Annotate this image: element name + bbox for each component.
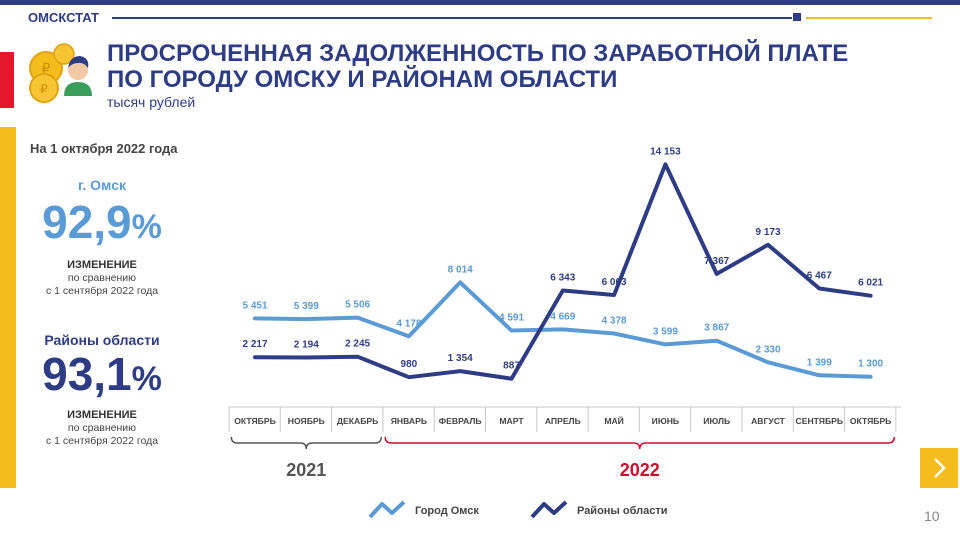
- page-number: 10: [924, 508, 940, 524]
- series-line: [253, 280, 873, 379]
- x-tick-label: АПРЕЛЬ: [545, 416, 581, 426]
- x-tick-label: ДЕКАБРЬ: [337, 416, 378, 426]
- data-label: 3 599: [653, 326, 678, 337]
- data-label: 2 217: [242, 339, 267, 350]
- series-line: [253, 162, 873, 381]
- next-slide-button[interactable]: [920, 448, 958, 488]
- svg-text:₽: ₽: [42, 60, 51, 76]
- x-tick-label: ОКТЯБРЬ: [850, 416, 892, 426]
- x-tick-label: ИЮНЬ: [652, 416, 679, 426]
- omsk-label: г. Омск: [77, 177, 127, 193]
- x-tick-label: ИЮЛЬ: [703, 416, 730, 426]
- omsk-value-number: 92,9: [42, 196, 132, 248]
- data-label: 8 014: [448, 264, 473, 275]
- omsk-change-note: ИЗМЕНЕНИЕ по сравнению с 1 сентября 2022…: [17, 259, 187, 298]
- omsk-note-title: ИЗМЕНЕНИЕ: [67, 259, 137, 271]
- legend-label: Районы области: [577, 505, 668, 517]
- data-label: 6 467: [807, 271, 832, 282]
- svg-text:₽: ₽: [40, 82, 48, 96]
- legend-label: Город Омск: [415, 505, 479, 517]
- coins-person-icon: ₽ ₽: [29, 43, 92, 103]
- data-label: 1 354: [448, 353, 473, 364]
- data-label: 6 063: [602, 277, 627, 288]
- regions-label: Районы области: [44, 332, 160, 348]
- page-title: ПРОСРОЧЕННАЯ ЗАДОЛЖЕННОСТЬ ПО ЗАРАБОТНОЙ…: [107, 41, 848, 93]
- data-label: 4 178: [396, 318, 421, 329]
- year-label: 2021: [286, 460, 326, 480]
- page-subtitle: тысяч рублей: [107, 94, 196, 110]
- regions-note-title: ИЗМЕНЕНИЕ: [67, 409, 137, 421]
- data-label: 980: [401, 359, 418, 370]
- regions-value-number: 93,1: [42, 348, 132, 400]
- data-label: 5 451: [242, 300, 267, 311]
- x-tick-label: АВГУСТ: [751, 416, 786, 426]
- data-label: 1 300: [858, 359, 883, 370]
- data-label: 887: [503, 361, 520, 372]
- x-tick-label: СЕНТЯБРЬ: [796, 416, 844, 426]
- title-line-2: ПО ГОРОДУ ОМСКУ И РАЙОНАМ ОБЛАСТИ: [107, 66, 618, 93]
- chevron-right-icon: [934, 458, 946, 478]
- data-label: 7 367: [704, 256, 729, 267]
- date-heading: На 1 октября 2022 года: [30, 141, 178, 156]
- data-label: 4 378: [602, 316, 627, 327]
- year-bracket: [384, 436, 895, 450]
- legend-swatch: [368, 500, 406, 519]
- data-label: 6 021: [858, 278, 883, 289]
- x-tick-label: ОКТЯБРЬ: [234, 416, 276, 426]
- x-tick-label: НОЯБРЬ: [288, 416, 325, 426]
- regions-change-value: 93,1%: [17, 346, 187, 407]
- year-bracket: [230, 436, 382, 450]
- x-tick-label: МАРТ: [499, 416, 524, 426]
- data-label: 1 399: [807, 357, 832, 368]
- data-label: 2 330: [755, 344, 780, 355]
- data-label: 5 399: [294, 301, 319, 312]
- data-label: 6 343: [550, 273, 575, 284]
- data-label: 14 153: [650, 146, 681, 157]
- x-tick-label: ЯНВАРЬ: [391, 416, 427, 426]
- title-line-1: ПРОСРОЧЕННАЯ ЗАДОЛЖЕННОСТЬ ПО ЗАРАБОТНОЙ…: [107, 40, 849, 67]
- x-tick-label: МАЙ: [604, 415, 624, 426]
- data-label: 9 173: [755, 227, 780, 238]
- data-label: 3 867: [704, 323, 729, 334]
- header-divider-accent: [806, 17, 932, 19]
- header-divider: [112, 17, 792, 19]
- left-accent-yellow: [0, 127, 16, 488]
- regions-note-line2: с 1 сентября 2022 года: [45, 435, 159, 447]
- omsk-note-line2: с 1 сентября 2022 года: [45, 285, 159, 297]
- top-bar: [0, 0, 960, 5]
- x-tick-label: ФЕВРАЛЬ: [439, 416, 482, 426]
- year-label: 2022: [620, 460, 660, 480]
- regions-change-note: ИЗМЕНЕНИЕ по сравнению с 1 сентября 2022…: [17, 409, 187, 448]
- brand-name: ОМСКСТАТ: [28, 10, 99, 25]
- header-divider-marker: [793, 13, 801, 21]
- omsk-note-line1: по сравнению: [67, 272, 137, 284]
- regions-value-unit: %: [131, 360, 162, 398]
- omsk-change-value: 92,9%: [17, 194, 187, 255]
- data-label: 2 245: [345, 339, 370, 350]
- data-label: 2 194: [294, 340, 319, 351]
- legend-swatch: [530, 500, 568, 519]
- regions-note-line1: по сравнению: [67, 422, 137, 434]
- data-label: 5 506: [345, 300, 370, 311]
- omsk-value-unit: %: [131, 208, 162, 246]
- data-label: 4 669: [550, 311, 575, 322]
- data-label: 4 591: [499, 313, 524, 324]
- left-accent-red: [0, 52, 14, 108]
